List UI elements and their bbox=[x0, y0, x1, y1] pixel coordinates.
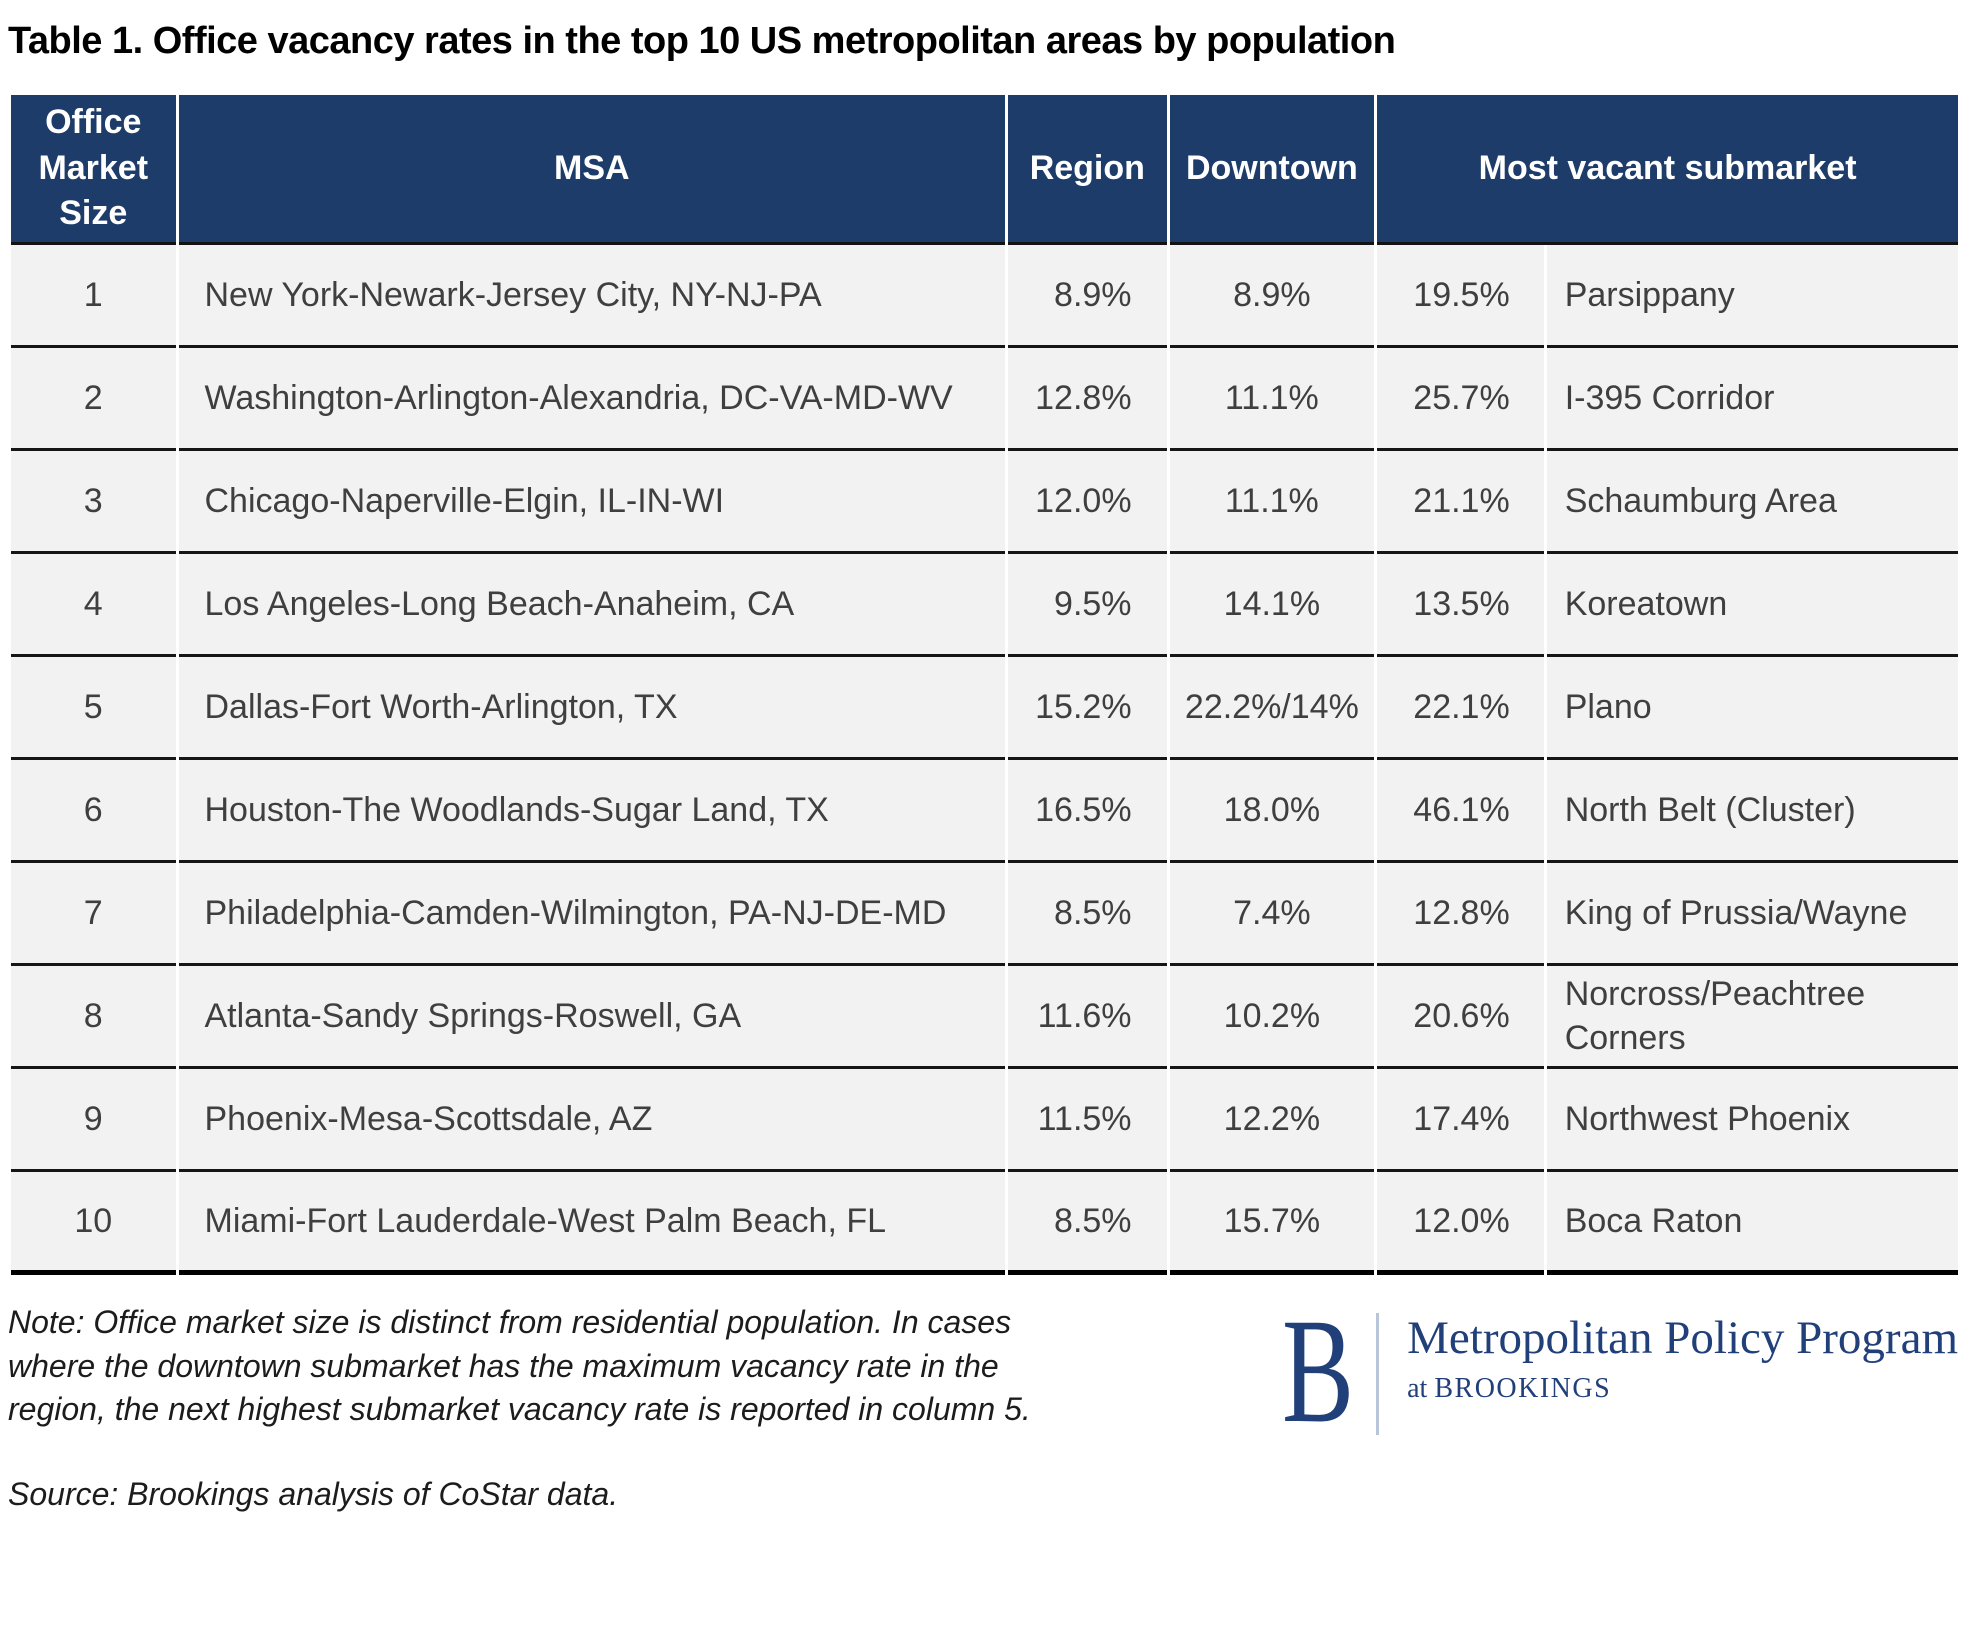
region-rate-cell: 11.5% bbox=[1008, 1069, 1167, 1172]
logo-divider bbox=[1376, 1313, 1380, 1435]
office-market-size-cell: 2 bbox=[11, 348, 176, 451]
logo-org-name: BROOKINGS bbox=[1434, 1372, 1612, 1404]
office-market-size-cell: 10 bbox=[11, 1172, 176, 1275]
note-text: Note: Office market size is distinct fro… bbox=[8, 1301, 1178, 1432]
msa-cell: Houston-The Woodlands-Sugar Land, TX bbox=[178, 760, 1006, 863]
office-vacancy-table: Office Market Size MSA Region Downtown M… bbox=[8, 95, 1961, 1275]
source-text: Source: Brookings analysis of CoStar dat… bbox=[8, 1475, 619, 1512]
office-market-size-cell: 4 bbox=[11, 554, 176, 657]
submarket-name-cell: Koreatown bbox=[1546, 554, 1958, 657]
region-rate-cell: 12.0% bbox=[1008, 451, 1167, 554]
downtown-rate-cell: 8.9% bbox=[1169, 245, 1375, 348]
region-rate-cell: 11.6% bbox=[1008, 966, 1167, 1069]
table-row: 3 Chicago-Naperville-Elgin, IL-IN-WI 12.… bbox=[11, 451, 1958, 554]
downtown-rate-cell: 15.7% bbox=[1169, 1172, 1375, 1275]
table-row: 10 Miami-Fort Lauderdale-West Palm Beach… bbox=[11, 1172, 1958, 1275]
page-title: Table 1. Office vacancy rates in the top… bbox=[8, 20, 1396, 62]
col-header-msa: MSA bbox=[178, 95, 1006, 245]
msa-cell: Philadelphia-Camden-Wilmington, PA-NJ-DE… bbox=[178, 863, 1006, 966]
msa-cell: Chicago-Naperville-Elgin, IL-IN-WI bbox=[178, 451, 1006, 554]
office-market-size-cell: 3 bbox=[11, 451, 176, 554]
downtown-rate-cell: 18.0% bbox=[1169, 760, 1375, 863]
msa-cell: Miami-Fort Lauderdale-West Palm Beach, F… bbox=[178, 1172, 1006, 1275]
note-line: where the downtown submarket has the max… bbox=[8, 1347, 999, 1384]
submarket-name-cell: I-395 Corridor bbox=[1546, 348, 1958, 451]
table-row: 9 Phoenix-Mesa-Scottsdale, AZ 11.5% 12.2… bbox=[11, 1069, 1958, 1172]
downtown-rate-cell: 11.1% bbox=[1169, 451, 1375, 554]
submarket-name-cell: North Belt (Cluster) bbox=[1546, 760, 1958, 863]
region-rate-cell: 16.5% bbox=[1008, 760, 1167, 863]
table-row: 5 Dallas-Fort Worth-Arlington, TX 15.2% … bbox=[11, 657, 1958, 760]
downtown-rate-cell: 14.1% bbox=[1169, 554, 1375, 657]
brookings-logo: B Metropolitan Policy Program at BROOKING… bbox=[1282, 1288, 1958, 1454]
downtown-rate-cell: 22.2%/14% bbox=[1169, 657, 1375, 760]
region-rate-cell: 12.8% bbox=[1008, 348, 1167, 451]
downtown-rate-cell: 7.4% bbox=[1169, 863, 1375, 966]
msa-cell: Phoenix-Mesa-Scottsdale, AZ bbox=[178, 1069, 1006, 1172]
note-line: Note: Office market size is distinct fro… bbox=[8, 1304, 1012, 1340]
table-row: 4 Los Angeles-Long Beach-Anaheim, CA 9.5… bbox=[11, 554, 1958, 657]
submarket-name-cell: Schaumburg Area bbox=[1546, 451, 1958, 554]
col-header-region: Region bbox=[1008, 95, 1167, 245]
region-rate-cell: 8.5% bbox=[1008, 1172, 1167, 1275]
office-market-size-cell: 8 bbox=[11, 966, 176, 1069]
note-line: region, the next highest submarket vacan… bbox=[8, 1391, 1031, 1427]
logo-program-name: Metropolitan Policy Program bbox=[1407, 1312, 1958, 1364]
submarket-rate-cell: 12.8% bbox=[1377, 863, 1544, 966]
brookings-b-mark: B bbox=[1282, 1288, 1355, 1454]
msa-cell: Los Angeles-Long Beach-Anaheim, CA bbox=[178, 554, 1006, 657]
logo-at-word: at bbox=[1407, 1372, 1428, 1404]
region-rate-cell: 8.9% bbox=[1008, 245, 1167, 348]
header-row: Office Market Size MSA Region Downtown M… bbox=[11, 95, 1958, 245]
table-row: 8 Atlanta-Sandy Springs-Roswell, GA 11.6… bbox=[11, 966, 1958, 1069]
office-market-size-cell: 6 bbox=[11, 760, 176, 863]
region-rate-cell: 8.5% bbox=[1008, 863, 1167, 966]
downtown-rate-cell: 11.1% bbox=[1169, 348, 1375, 451]
submarket-rate-cell: 19.5% bbox=[1377, 245, 1544, 348]
submarket-name-cell: Boca Raton bbox=[1546, 1172, 1958, 1275]
col-header-most-vacant-submarket: Most vacant submarket bbox=[1377, 95, 1958, 245]
msa-cell: Washington-Arlington-Alexandria, DC-VA-M… bbox=[178, 348, 1006, 451]
downtown-rate-cell: 12.2% bbox=[1169, 1069, 1375, 1172]
submarket-rate-cell: 25.7% bbox=[1377, 348, 1544, 451]
footer: Note: Office market size is distinct fro… bbox=[8, 1288, 1958, 1513]
submarket-name-cell: Parsippany bbox=[1546, 245, 1958, 348]
submarket-rate-cell: 17.4% bbox=[1377, 1069, 1544, 1172]
submarket-rate-cell: 46.1% bbox=[1377, 760, 1544, 863]
table-row: 6 Houston-The Woodlands-Sugar Land, TX 1… bbox=[11, 760, 1958, 863]
col-header-downtown: Downtown bbox=[1169, 95, 1375, 245]
submarket-name-cell: King of Prussia/Wayne bbox=[1546, 863, 1958, 966]
region-rate-cell: 9.5% bbox=[1008, 554, 1167, 657]
office-market-size-cell: 5 bbox=[11, 657, 176, 760]
msa-cell: New York-Newark-Jersey City, NY-NJ-PA bbox=[178, 245, 1006, 348]
office-market-size-cell: 1 bbox=[11, 245, 176, 348]
table-row: 7 Philadelphia-Camden-Wilmington, PA-NJ-… bbox=[11, 863, 1958, 966]
submarket-rate-cell: 22.1% bbox=[1377, 657, 1544, 760]
col-header-office-market-size: Office Market Size bbox=[11, 95, 176, 245]
submarket-name-cell: Plano bbox=[1546, 657, 1958, 760]
table-row: 1 New York-Newark-Jersey City, NY-NJ-PA … bbox=[11, 245, 1958, 348]
submarket-rate-cell: 13.5% bbox=[1377, 554, 1544, 657]
msa-cell: Dallas-Fort Worth-Arlington, TX bbox=[178, 657, 1006, 760]
office-market-size-cell: 9 bbox=[11, 1069, 176, 1172]
msa-cell: Atlanta-Sandy Springs-Roswell, GA bbox=[178, 966, 1006, 1069]
region-rate-cell: 15.2% bbox=[1008, 657, 1167, 760]
office-market-size-cell: 7 bbox=[11, 863, 176, 966]
submarket-rate-cell: 20.6% bbox=[1377, 966, 1544, 1069]
table-row: 2 Washington-Arlington-Alexandria, DC-VA… bbox=[11, 348, 1958, 451]
submarket-name-cell: Northwest Phoenix bbox=[1546, 1069, 1958, 1172]
submarket-rate-cell: 21.1% bbox=[1377, 451, 1544, 554]
logo-text: Metropolitan Policy Program at BROOKINGS bbox=[1407, 1311, 1958, 1405]
downtown-rate-cell: 10.2% bbox=[1169, 966, 1375, 1069]
logo-at-brookings: at BROOKINGS bbox=[1407, 1373, 1958, 1405]
footnotes: Note: Office market size is distinct fro… bbox=[8, 1301, 1178, 1513]
submarket-rate-cell: 12.0% bbox=[1377, 1172, 1544, 1275]
submarket-name-cell: Norcross/Peachtree Corners bbox=[1546, 966, 1958, 1069]
